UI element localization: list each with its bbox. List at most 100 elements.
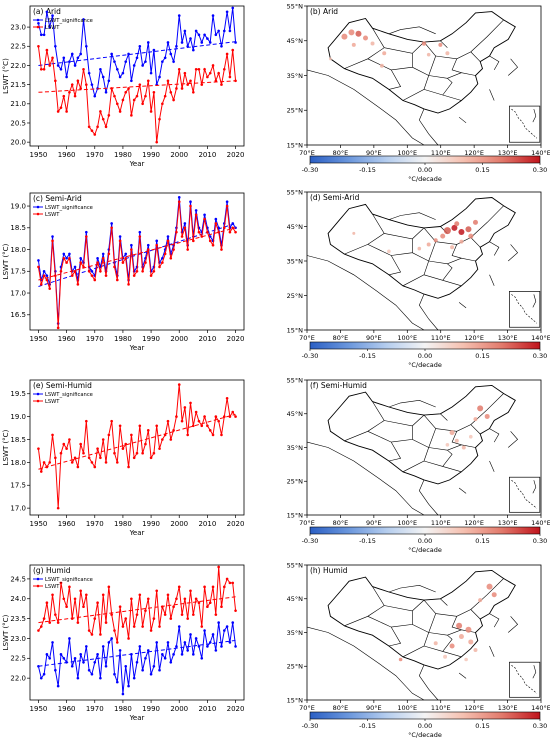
province-boundary [470, 205, 504, 238]
data-point [177, 200, 181, 203]
x-tick-label: 2020 [227, 520, 245, 528]
y-tick-label: 18.5 [10, 436, 26, 444]
data-point [203, 629, 206, 632]
data-point [135, 56, 139, 60]
data-point [192, 48, 195, 52]
data-point [220, 605, 223, 608]
data-point [203, 585, 206, 589]
lake-trend-spot [458, 229, 465, 236]
data-point [138, 645, 142, 648]
colorbar [309, 341, 541, 350]
legend-marker [36, 392, 40, 396]
data-point [93, 465, 97, 469]
lat-tick-label: 45°N [287, 595, 304, 603]
data-point [192, 239, 195, 243]
data-point [222, 585, 226, 589]
data-point [234, 230, 237, 234]
data-point [141, 64, 144, 67]
data-point [161, 60, 164, 63]
data-point [110, 222, 113, 225]
data-point [169, 617, 173, 620]
data-point [113, 672, 116, 676]
lake-trend-spot [465, 626, 472, 633]
x-tick-label: 2020 [227, 151, 245, 159]
data-point [101, 438, 105, 441]
y-tick-label: 22.0 [10, 62, 26, 70]
colorbar-tick-label: -0.30 [302, 352, 319, 360]
neighbour-boundary [388, 26, 436, 35]
data-point [65, 256, 68, 260]
lon-tick-label: 120°E [464, 149, 484, 157]
lat-tick-label: 15°N [287, 326, 304, 334]
data-point [56, 110, 60, 113]
data-point [141, 451, 144, 455]
data-point [217, 419, 220, 423]
data-point [206, 37, 209, 40]
data-point [104, 621, 108, 624]
data-point [214, 217, 218, 221]
data-point [124, 256, 128, 260]
lake-trend-spot [387, 249, 391, 254]
data-point [152, 91, 156, 94]
data-point [152, 48, 156, 52]
data-point [222, 629, 226, 632]
data-point [214, 33, 218, 37]
data-point [135, 451, 139, 455]
data-point [90, 269, 94, 273]
data-point [54, 44, 57, 48]
data-point [90, 461, 94, 464]
neighbour-boundary [489, 428, 500, 443]
y-tick-label: 19.0 [10, 413, 26, 421]
data-point [208, 235, 212, 238]
data-point [149, 71, 153, 75]
data-point [93, 617, 97, 620]
y-tick-label: 18.0 [10, 459, 26, 467]
data-point [113, 629, 116, 632]
lake-trend-spot [449, 643, 455, 649]
lon-tick-label: 70°E [299, 519, 315, 527]
colorbar-tick-label: 0.30 [533, 166, 547, 174]
legend-label: LSWT_significance [45, 577, 93, 583]
data-point [225, 200, 229, 203]
lake-trend-spot [464, 657, 468, 662]
data-point [45, 10, 49, 14]
trend-line-1 [38, 227, 236, 281]
data-point [76, 676, 80, 680]
data-point [107, 79, 111, 83]
province-boundary [344, 213, 385, 255]
x-tick-label: 1960 [58, 705, 76, 713]
data-point [56, 64, 60, 67]
lake-trend-spot [473, 648, 478, 653]
lake-trend-spot [454, 438, 459, 443]
data-point [54, 79, 57, 83]
data-point [197, 419, 201, 423]
data-point [177, 625, 181, 628]
data-point [82, 67, 85, 71]
data-point [161, 256, 164, 260]
trend-line-0 [38, 41, 236, 66]
province-boundary [344, 28, 385, 69]
data-point [175, 87, 178, 90]
plot-frame [29, 379, 245, 516]
data-point [200, 83, 204, 86]
data-point [104, 664, 108, 668]
data-point [45, 274, 49, 277]
lake-trend-spot [449, 430, 455, 436]
y-axis-label: LSWT (°C) [2, 614, 10, 650]
legend-label: LSWT_significance [45, 18, 93, 24]
data-point [146, 649, 150, 652]
province-boundary [388, 626, 402, 647]
x-tick-label: 1980 [114, 151, 132, 159]
data-point [39, 470, 43, 473]
data-point [163, 94, 167, 98]
data-point [124, 252, 128, 256]
y-tick-label: 17.5 [10, 482, 26, 490]
data-point [158, 265, 161, 269]
data-point [79, 256, 82, 260]
x-axis-label: Year [129, 344, 145, 352]
data-point [166, 239, 170, 243]
data-point [197, 33, 201, 37]
data-point [149, 672, 153, 676]
data-point [163, 56, 167, 60]
lake-trend-spot [450, 245, 455, 250]
